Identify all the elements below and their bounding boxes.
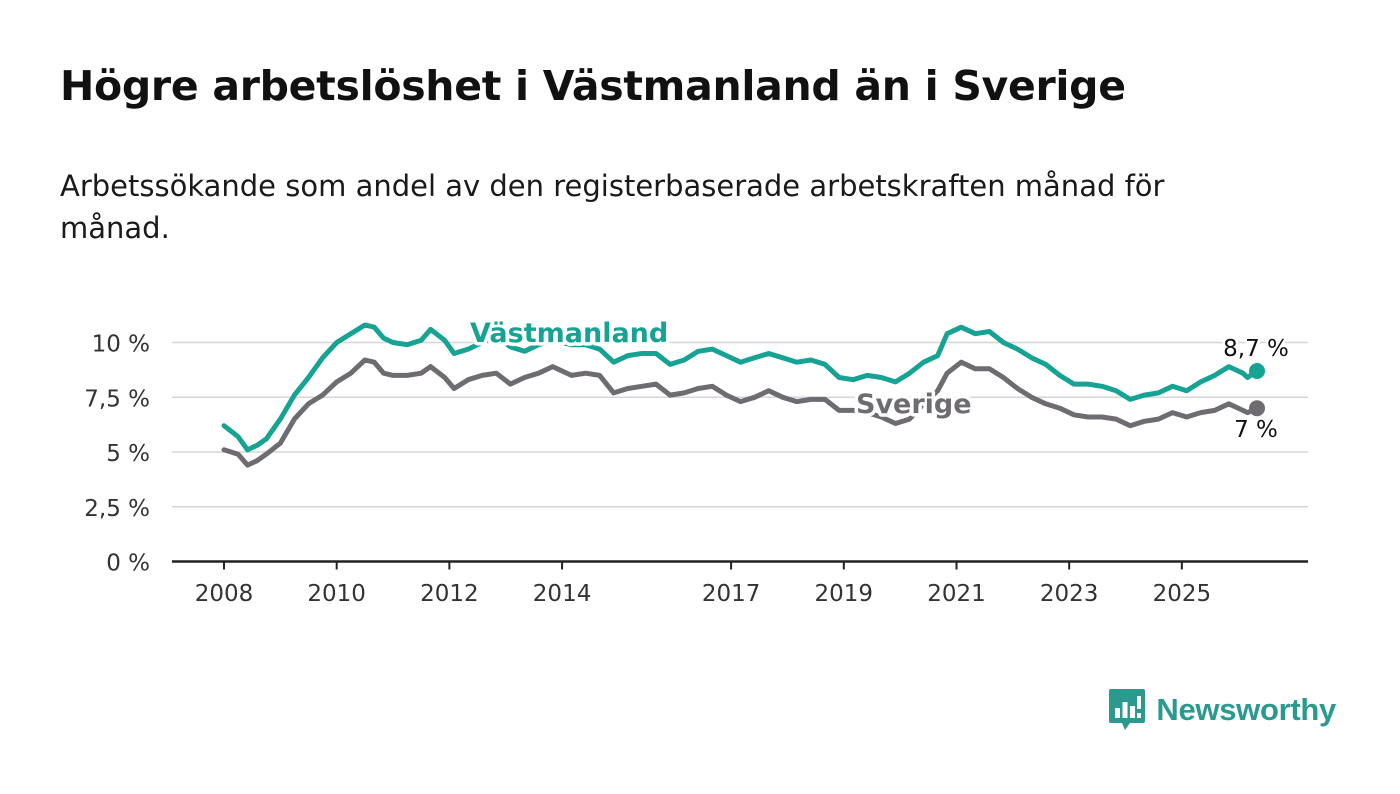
newsworthy-logo: Newsworthy [1108, 688, 1336, 732]
x-tick-label: 2017 [702, 581, 761, 607]
x-tick-label: 2021 [927, 581, 986, 607]
brand-name: Newsworthy [1156, 692, 1336, 727]
end-point-v-stmanland [1249, 362, 1265, 379]
y-tick-label: 5 % [106, 441, 150, 467]
chart-subtitle: Arbetssökande som andel av den registerb… [60, 169, 1165, 245]
series-name-label: Sverige [856, 389, 972, 420]
end-value-label: 8,7 % [1223, 336, 1289, 362]
x-tick-label: 2023 [1040, 581, 1099, 607]
series-name-label: Västmanland [470, 318, 668, 349]
series-line-sverige [221, 357, 1260, 468]
newsworthy-bar-chart-icon [1109, 689, 1146, 730]
end-value-label: 7 % [1234, 417, 1278, 443]
y-axis: 0 % 2,5 % 5 % 7,5 % 10 % [84, 332, 150, 577]
chart-title: Högre arbetslöshet i Västmanland än i Sv… [60, 62, 1126, 110]
gridlines [172, 341, 1308, 508]
y-tick-label: 2,5 % [84, 496, 150, 522]
y-tick-label: 0 % [106, 551, 150, 577]
end-point-sverige [1249, 400, 1265, 417]
x-tick-label: 2012 [420, 581, 479, 607]
x-tick-label: 2010 [307, 581, 366, 607]
y-tick-label: 10 % [92, 332, 150, 358]
x-tick-label: 2008 [195, 581, 254, 607]
x-tick-label: 2025 [1153, 581, 1212, 607]
x-axis: 2008 2010 2012 2014 2017 2019 2021 2023 2025 [172, 560, 1308, 607]
x-tick-label: 2014 [533, 581, 592, 607]
series-labels: Västmanland Sverige 8,7 % 7 % [467, 315, 1292, 446]
x-tick-label: 2019 [815, 581, 874, 607]
series-lines [221, 322, 1265, 468]
series-line-v-stmanland [221, 322, 1260, 453]
y-tick-label: 7,5 % [84, 386, 150, 412]
